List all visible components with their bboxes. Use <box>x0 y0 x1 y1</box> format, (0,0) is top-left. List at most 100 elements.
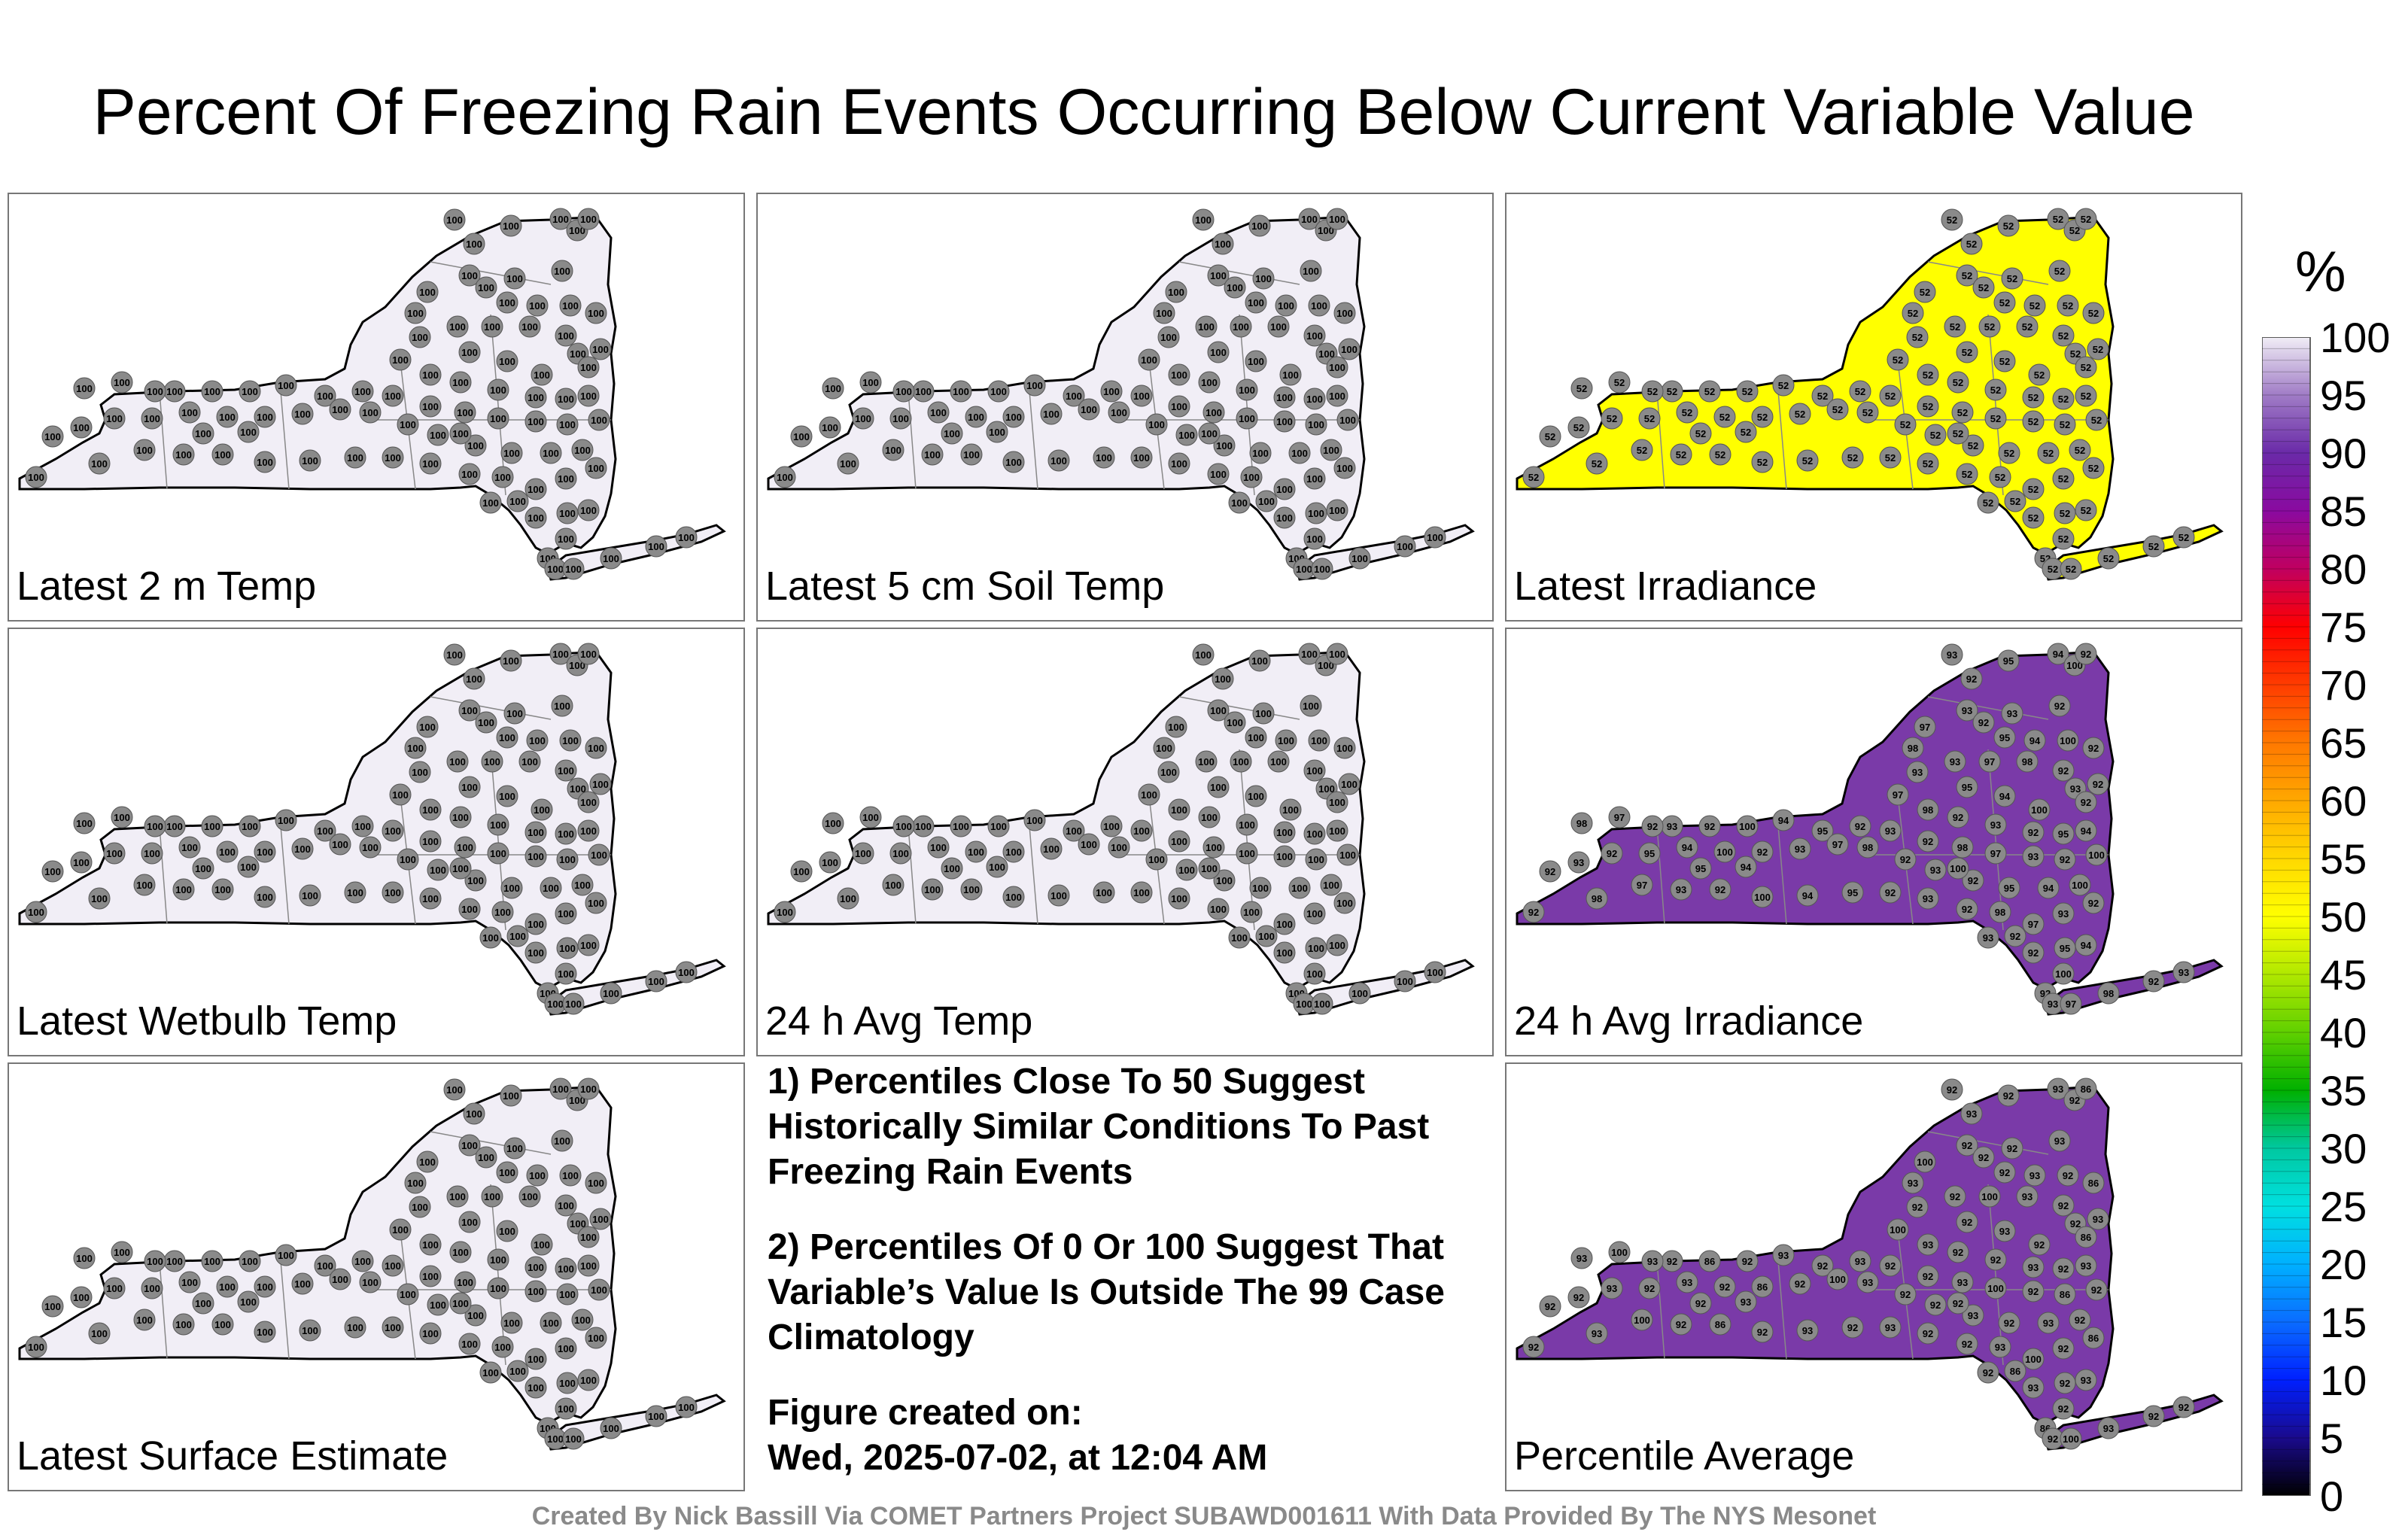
station-marker <box>201 1250 223 1272</box>
station-marker <box>2085 409 2108 431</box>
station-marker <box>675 1396 698 1418</box>
station-marker <box>1303 388 1326 410</box>
station-marker <box>359 836 382 859</box>
station-marker <box>2037 877 2060 899</box>
station-value: 52 <box>2070 348 2081 360</box>
station-value: 100 <box>1195 214 1212 226</box>
station-value: 100 <box>1311 300 1327 312</box>
station-value: 100 <box>1178 865 1195 876</box>
station-value: 100 <box>1251 220 1268 232</box>
station-marker <box>192 857 214 880</box>
station-value: 100 <box>534 369 550 381</box>
station-marker <box>1326 934 1348 956</box>
station-value: 93 <box>1885 825 1896 837</box>
station-marker <box>2052 822 2075 845</box>
station-marker <box>1993 291 2016 314</box>
station-marker <box>518 750 541 773</box>
station-value: 100 <box>1323 445 1339 456</box>
station-value: 100 <box>503 883 520 894</box>
station-value: 100 <box>892 413 909 424</box>
station-value: 100 <box>385 887 401 898</box>
station-marker <box>2052 467 2075 490</box>
station-value: 100 <box>1160 767 1177 778</box>
colorbar-tick-label: 35 <box>2320 1067 2367 1114</box>
station-value: 52 <box>1984 321 1995 333</box>
station-value: 100 <box>1103 386 1120 397</box>
station-marker <box>589 338 612 360</box>
station-marker <box>487 842 509 865</box>
station-marker <box>1245 726 1267 749</box>
station-marker <box>2082 1327 2105 1349</box>
station-value: 100 <box>419 287 436 298</box>
station-marker <box>464 434 487 457</box>
station-marker <box>1207 898 1230 920</box>
station-marker <box>1326 356 1348 378</box>
station-marker <box>555 467 577 490</box>
station-value: 100 <box>558 968 574 980</box>
station-value: 86 <box>2081 1232 2091 1243</box>
station-value: 52 <box>1999 356 2010 367</box>
station-marker <box>2001 1137 2023 1160</box>
station-value: 100 <box>559 1378 576 1389</box>
station-marker <box>1608 371 1631 394</box>
station-marker <box>1956 1211 1978 1233</box>
station-value: 100 <box>503 1318 520 1329</box>
station-marker <box>1962 434 1984 457</box>
station-value: 100 <box>528 919 544 930</box>
station-value: 100 <box>1329 940 1345 951</box>
station-marker <box>555 388 577 410</box>
station-value: 100 <box>1754 892 1771 903</box>
station-marker <box>446 315 469 338</box>
station-value: 100 <box>529 1170 546 1181</box>
station-marker <box>1023 809 1046 831</box>
station-value: 92 <box>1900 1289 1911 1300</box>
station-marker <box>1978 1185 2001 1208</box>
station-marker <box>524 845 547 868</box>
station-marker <box>1267 315 1290 338</box>
panel-label: Latest 5 cm Soil Temp <box>765 564 1165 609</box>
station-value: 100 <box>529 300 546 312</box>
station-value: 100 <box>385 452 401 464</box>
station-value: 92 <box>1923 836 1933 847</box>
station-value: 92 <box>2088 743 2099 754</box>
station-marker <box>1601 842 1623 865</box>
station-value: 100 <box>412 332 428 343</box>
station-value: 100 <box>521 756 538 768</box>
station-value: 100 <box>452 863 469 874</box>
station-marker <box>2087 1208 2109 1230</box>
station-value: 93 <box>1995 1342 2005 1353</box>
station-value: 92 <box>1962 1140 1972 1151</box>
station-value: 100 <box>1336 463 1353 474</box>
station-value: 100 <box>1043 843 1060 855</box>
station-value: 100 <box>1306 330 1323 342</box>
station-marker <box>409 1196 431 1218</box>
station-value: 93 <box>1990 819 2001 831</box>
station-marker <box>1279 363 1302 386</box>
station-marker <box>941 857 963 880</box>
station-value: 100 <box>2060 735 2076 746</box>
station-value: 100 <box>1323 880 1339 891</box>
station-value: 100 <box>506 1143 523 1154</box>
station-value: 100 <box>347 1322 363 1333</box>
station-marker <box>481 315 503 338</box>
station-marker <box>70 1286 93 1309</box>
station-marker <box>1956 699 1978 722</box>
station-marker <box>892 815 915 837</box>
station-value: 100 <box>569 1095 585 1106</box>
station-marker <box>588 1278 610 1301</box>
station-value: 100 <box>1216 440 1233 451</box>
station-marker <box>524 1376 547 1399</box>
station-marker <box>1300 260 1322 282</box>
station-value: 100 <box>885 880 901 891</box>
station-marker <box>585 1327 607 1349</box>
station-value: 52 <box>2058 330 2069 342</box>
station-marker <box>524 478 547 500</box>
station-value: 100 <box>219 412 236 423</box>
station-value: 100 <box>499 791 515 802</box>
station-marker <box>987 815 1010 837</box>
station-value: 100 <box>278 380 294 391</box>
station-value: 52 <box>2091 415 2102 426</box>
station-marker <box>645 970 667 992</box>
station-marker <box>351 380 374 403</box>
